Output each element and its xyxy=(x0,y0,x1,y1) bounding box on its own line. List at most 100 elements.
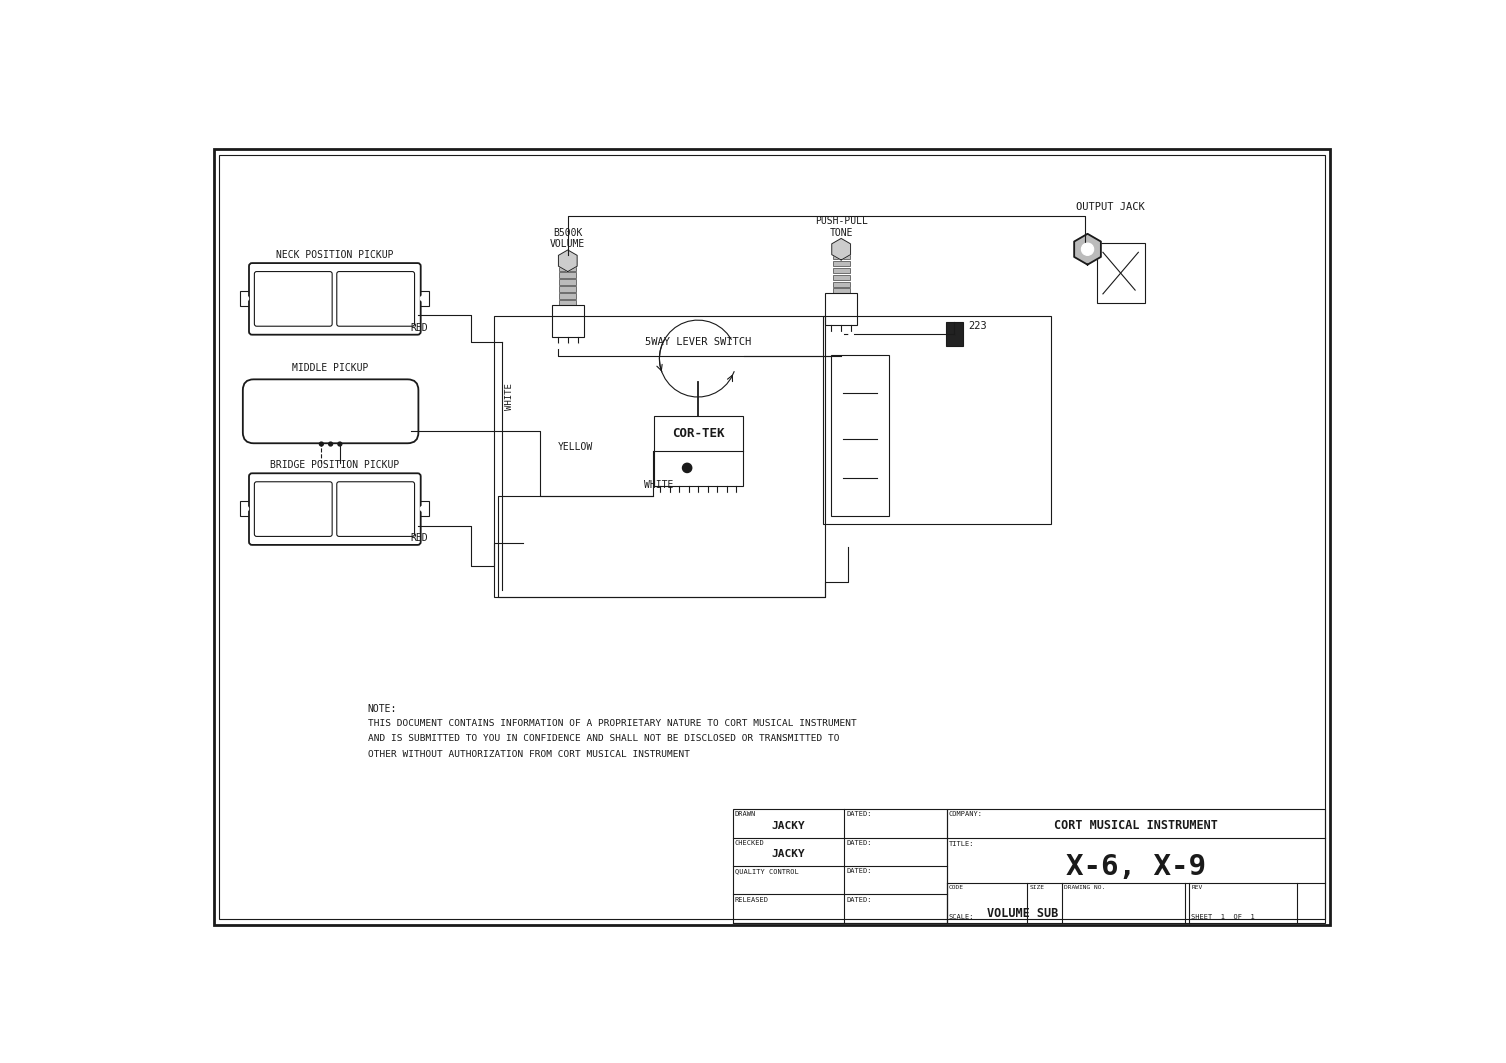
Circle shape xyxy=(328,442,333,446)
Bar xyxy=(239,501,252,517)
Circle shape xyxy=(843,455,851,462)
Circle shape xyxy=(839,333,843,337)
Circle shape xyxy=(289,518,300,528)
Circle shape xyxy=(724,493,730,500)
Circle shape xyxy=(316,518,327,528)
Text: SIZE: SIZE xyxy=(1030,885,1045,890)
Bar xyxy=(417,291,429,306)
Text: MIDDLE PICKUP: MIDDLE PICKUP xyxy=(292,364,369,373)
Text: DATED:: DATED: xyxy=(846,868,872,874)
Circle shape xyxy=(843,417,851,424)
Circle shape xyxy=(575,344,580,349)
Text: WHITE: WHITE xyxy=(505,384,514,410)
Circle shape xyxy=(343,307,354,318)
Bar xyxy=(559,300,577,305)
Text: DATED:: DATED: xyxy=(846,811,872,817)
Text: 223: 223 xyxy=(968,321,986,332)
Text: SHEET  1  OF  1: SHEET 1 OF 1 xyxy=(1191,914,1254,919)
Text: NECK POSITION PICKUP: NECK POSITION PICKUP xyxy=(276,250,393,260)
Circle shape xyxy=(667,493,673,500)
Circle shape xyxy=(869,417,878,424)
Circle shape xyxy=(398,280,408,290)
Circle shape xyxy=(289,489,300,501)
Circle shape xyxy=(337,405,349,417)
FancyBboxPatch shape xyxy=(255,271,333,326)
Circle shape xyxy=(286,405,298,417)
Circle shape xyxy=(370,280,381,290)
Text: SCALE:: SCALE: xyxy=(949,914,974,919)
Circle shape xyxy=(733,493,739,500)
Circle shape xyxy=(685,493,691,500)
Text: QUALITY CONTROL: QUALITY CONTROL xyxy=(735,868,798,874)
Bar xyxy=(833,268,849,273)
Bar xyxy=(559,272,577,277)
Circle shape xyxy=(420,506,426,511)
Circle shape xyxy=(343,280,354,290)
Bar xyxy=(551,305,584,337)
Circle shape xyxy=(398,518,408,528)
Circle shape xyxy=(343,489,354,501)
Bar xyxy=(559,258,577,264)
Circle shape xyxy=(262,405,274,417)
Circle shape xyxy=(244,296,248,301)
Text: JACKY: JACKY xyxy=(771,849,804,860)
Text: COR-TEK: COR-TEK xyxy=(672,426,724,440)
Circle shape xyxy=(869,455,878,462)
Bar xyxy=(824,316,1051,524)
Circle shape xyxy=(370,518,381,528)
Text: DATED:: DATED: xyxy=(846,897,872,902)
Circle shape xyxy=(1134,290,1142,298)
Bar xyxy=(833,288,849,293)
Circle shape xyxy=(657,493,663,500)
Text: DATED:: DATED: xyxy=(846,840,872,846)
Circle shape xyxy=(387,405,401,417)
FancyBboxPatch shape xyxy=(248,473,420,545)
Bar xyxy=(946,322,962,347)
Text: X-6, X-9: X-6, X-9 xyxy=(1066,853,1206,881)
Circle shape xyxy=(262,518,273,528)
Bar xyxy=(239,291,252,306)
FancyBboxPatch shape xyxy=(242,379,419,443)
Text: DRAWING NO.: DRAWING NO. xyxy=(1065,885,1105,890)
Text: DRAWN: DRAWN xyxy=(735,811,756,817)
Bar xyxy=(654,417,742,486)
Circle shape xyxy=(714,493,720,500)
Bar xyxy=(833,282,849,287)
Circle shape xyxy=(289,280,300,290)
Bar xyxy=(947,809,1325,923)
Text: TITLE:: TITLE: xyxy=(949,841,974,846)
Circle shape xyxy=(398,489,408,501)
Text: CODE: CODE xyxy=(949,885,964,890)
Circle shape xyxy=(676,493,682,500)
Bar xyxy=(825,293,857,325)
Bar xyxy=(417,501,429,517)
Circle shape xyxy=(316,489,327,501)
FancyBboxPatch shape xyxy=(255,482,333,537)
Circle shape xyxy=(705,493,711,500)
Circle shape xyxy=(262,489,273,501)
Circle shape xyxy=(244,506,248,511)
Circle shape xyxy=(316,280,327,290)
Bar xyxy=(831,355,889,517)
Circle shape xyxy=(828,333,833,337)
Text: REV: REV xyxy=(1191,885,1203,890)
Circle shape xyxy=(1081,243,1093,255)
FancyBboxPatch shape xyxy=(248,263,420,335)
Polygon shape xyxy=(559,250,577,271)
Text: JACKY: JACKY xyxy=(771,821,804,831)
FancyBboxPatch shape xyxy=(337,482,414,537)
Circle shape xyxy=(696,493,702,500)
Circle shape xyxy=(312,405,324,417)
Circle shape xyxy=(556,344,560,349)
Text: THIS DOCUMENT CONTAINS INFORMATION OF A PROPRIETARY NATURE TO CORT MUSICAL INSTR: THIS DOCUMENT CONTAINS INFORMATION OF A … xyxy=(367,719,857,728)
Text: OTHER WITHOUT AUTHORIZATION FROM CORT MUSICAL INSTRUMENT: OTHER WITHOUT AUTHORIZATION FROM CORT MU… xyxy=(367,749,690,759)
Circle shape xyxy=(289,307,300,318)
Polygon shape xyxy=(831,238,851,260)
Text: CORT MUSICAL INSTRUMENT: CORT MUSICAL INSTRUMENT xyxy=(1054,819,1218,831)
Circle shape xyxy=(682,463,691,473)
Circle shape xyxy=(565,344,571,349)
FancyBboxPatch shape xyxy=(337,271,414,326)
Text: OUTPUT JACK: OUTPUT JACK xyxy=(1077,202,1145,213)
Circle shape xyxy=(398,307,408,318)
Circle shape xyxy=(319,442,324,446)
